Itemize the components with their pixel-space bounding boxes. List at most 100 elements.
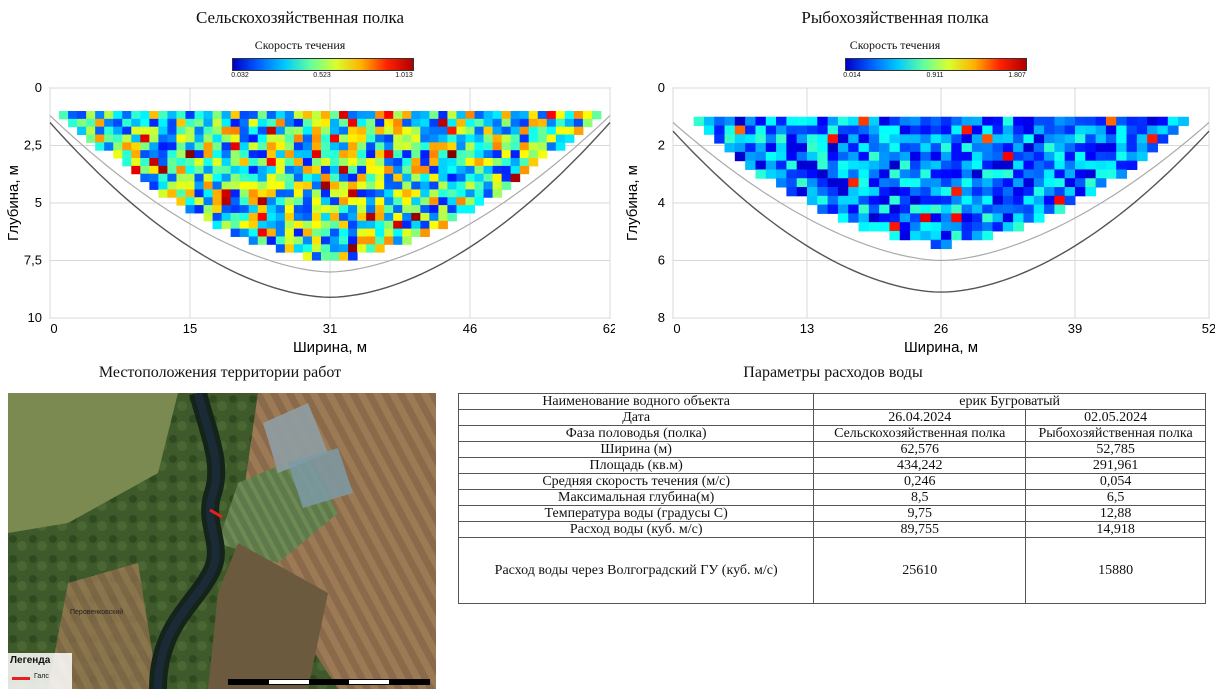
velocity-cell <box>465 165 476 175</box>
velocity-cell <box>786 151 798 162</box>
velocity-cell <box>131 134 141 143</box>
velocity-cell <box>339 134 349 143</box>
velocity-cell <box>465 181 476 190</box>
velocity-cell <box>879 213 890 223</box>
velocity-cell <box>248 111 259 120</box>
velocity-cell <box>104 142 114 151</box>
value-fishery: 02.05.2024 <box>1025 409 1206 426</box>
velocity-cell <box>827 143 839 153</box>
velocity-cell <box>456 134 466 143</box>
colorbar-title: Скорость течения <box>254 38 346 52</box>
velocity-cell <box>1023 169 1035 179</box>
velocity-cell <box>564 118 575 128</box>
velocity-cell <box>879 222 890 232</box>
velocity-cell <box>1157 116 1169 127</box>
velocity-cell <box>992 143 1004 153</box>
velocity-cell <box>456 165 466 175</box>
velocity-cell <box>858 187 870 197</box>
velocity-cell <box>320 228 331 237</box>
velocity-cell <box>393 220 403 230</box>
velocity-cell <box>1013 222 1024 232</box>
velocity-cell <box>817 125 829 135</box>
velocity-cell <box>951 160 963 170</box>
velocity-cell <box>320 189 331 198</box>
velocity-cell <box>257 236 268 245</box>
velocity-cell <box>951 134 963 144</box>
velocity-cell <box>366 205 376 214</box>
velocity-cell <box>1136 151 1148 162</box>
velocity-cell <box>203 212 214 222</box>
velocity-cell <box>257 189 268 198</box>
velocity-cell <box>95 111 105 120</box>
satellite-map[interactable]: Перовенковский Легенда Галс <box>8 393 436 689</box>
velocity-cell <box>357 142 367 151</box>
velocity-cell <box>765 125 777 135</box>
velocity-cell <box>899 222 911 232</box>
velocity-cell <box>951 222 963 232</box>
velocity-cell <box>982 125 994 135</box>
velocity-cell <box>879 151 890 162</box>
velocity-cell <box>474 134 485 143</box>
velocity-cell <box>131 126 141 136</box>
velocity-cell <box>734 125 746 135</box>
velocity-cell <box>203 118 214 128</box>
velocity-cell <box>817 187 829 197</box>
velocity-cell <box>1054 134 1066 144</box>
velocity-cell <box>411 111 421 120</box>
velocity-cell <box>1126 151 1138 162</box>
velocity-cell <box>348 220 358 230</box>
velocity-cell <box>212 111 223 120</box>
velocity-cell <box>348 173 358 183</box>
velocity-cell <box>868 151 880 162</box>
velocity-cell <box>1126 134 1138 144</box>
velocity-cell <box>429 126 439 136</box>
velocity-cell <box>257 126 268 136</box>
velocity-cell <box>86 118 96 128</box>
velocity-cell <box>776 160 787 170</box>
velocity-cell <box>910 195 921 206</box>
velocity-cell <box>703 125 715 135</box>
velocity-cell <box>858 125 870 135</box>
y-tick-label: 8 <box>658 310 665 325</box>
velocity-cell <box>546 118 557 128</box>
velocity-cell <box>194 205 205 214</box>
velocity-cell <box>776 151 787 162</box>
table-row: Максимальная глубина(м) 8,5 6,5 <box>457 489 1206 506</box>
velocity-cell <box>982 195 994 206</box>
velocity-cell <box>221 197 232 206</box>
velocity-cell <box>776 178 787 188</box>
velocity-cell <box>1013 187 1024 197</box>
velocity-cell <box>438 111 448 120</box>
velocity-cell <box>230 134 241 143</box>
velocity-cell <box>348 118 358 128</box>
velocity-cell <box>149 150 159 159</box>
velocity-cell <box>492 118 503 128</box>
velocity-cell <box>185 165 196 175</box>
velocity-cell <box>330 126 340 136</box>
table-row: Площадь (кв.м) 434,242 291,961 <box>457 457 1206 474</box>
velocity-cell <box>266 158 277 167</box>
velocity-cell <box>122 158 132 167</box>
velocity-cell <box>302 189 313 198</box>
velocity-cell <box>284 244 295 253</box>
velocity-cell <box>1013 178 1024 188</box>
velocity-cell <box>320 158 331 167</box>
velocity-cell <box>528 134 539 143</box>
velocity-cell <box>357 165 367 175</box>
velocity-cell <box>1013 195 1024 206</box>
velocity-cell <box>284 212 295 222</box>
velocity-cell <box>745 134 756 144</box>
velocity-cell <box>930 178 942 188</box>
velocity-cell <box>375 220 385 230</box>
velocity-cell <box>384 150 394 159</box>
velocity-cell <box>1044 134 1055 144</box>
velocity-cell <box>992 204 1004 214</box>
velocity-cell <box>302 244 313 253</box>
velocity-cell <box>248 173 259 183</box>
velocity-cell <box>212 173 223 183</box>
velocity-cell <box>275 244 286 253</box>
velocity-cell <box>941 160 952 170</box>
velocity-cell <box>465 118 476 128</box>
velocity-cell <box>221 165 232 175</box>
velocity-cell <box>221 142 232 151</box>
